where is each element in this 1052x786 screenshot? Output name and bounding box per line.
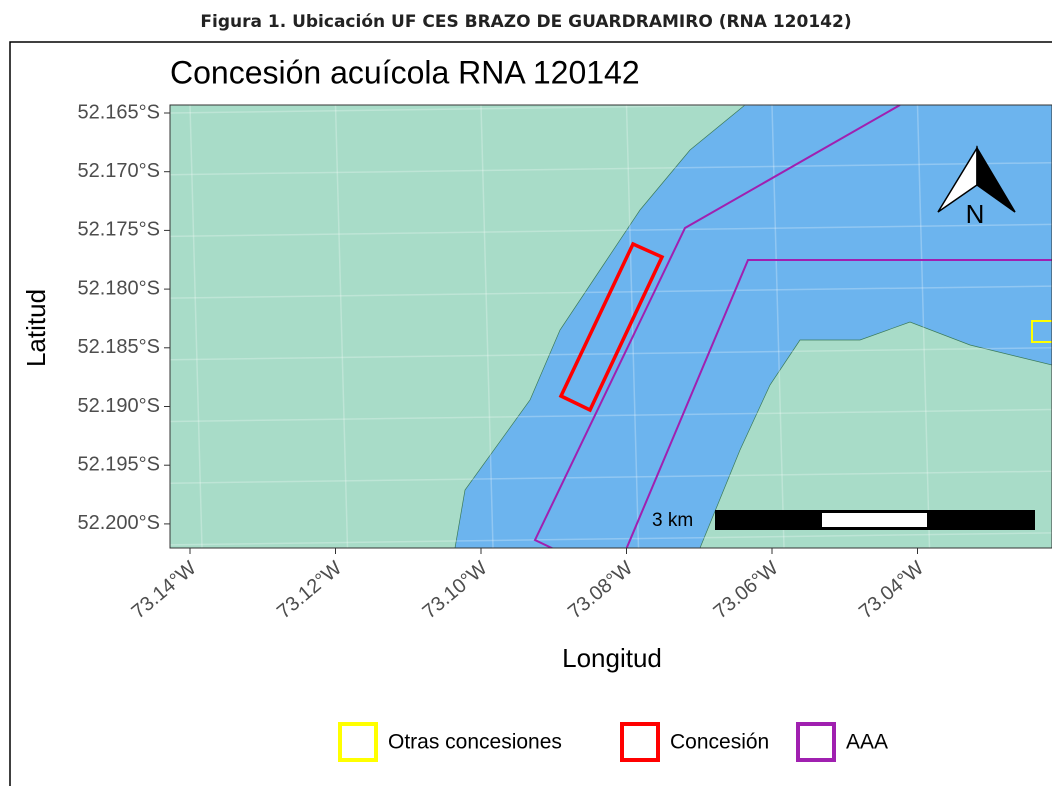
x-tick-label: 73.12°W: [273, 557, 346, 623]
y-tick-label: 52.185°S: [77, 336, 160, 358]
y-tick-label: 52.165°S: [77, 101, 160, 123]
panel-border: [169, 104, 1052, 549]
legend-label: AAA: [846, 731, 888, 754]
aaa-boundary: [533, 105, 901, 548]
y-tick-label: 52.200°S: [77, 512, 160, 534]
grid-line: [170, 532, 1052, 546]
y-tick-label: 52.175°S: [77, 219, 160, 241]
map-panel: 3 km N: [169, 104, 1052, 549]
scale-bar-segment: [822, 513, 927, 527]
frame: [9, 41, 1052, 786]
x-tick-label: 73.14°W: [128, 557, 201, 623]
grid-line: [334, 105, 349, 548]
caption: Figura 1. Ubicación UF CES BRAZO DE GUAR…: [200, 12, 851, 32]
x-tick-label: 73.06°W: [710, 557, 783, 623]
grid-line: [189, 105, 203, 548]
other-concession: [1031, 320, 1052, 343]
x-tick-label: 73.04°W: [855, 557, 928, 623]
grid-line: [625, 105, 640, 548]
grid-line: [771, 105, 785, 548]
grid-line: [480, 105, 494, 548]
concession: [558, 241, 665, 413]
legend-key: [796, 722, 836, 762]
water: [454, 105, 1052, 548]
legend-key: [620, 722, 660, 762]
grid-line: [170, 223, 1052, 238]
map-title: Concesión acuícola RNA 120142: [170, 54, 640, 90]
y-axis-label: Latitud: [21, 289, 51, 367]
aaa-boundary: [625, 259, 1052, 548]
scale-label: 3 km: [652, 510, 693, 531]
y-tick-label: 52.180°S: [77, 277, 160, 299]
grid-line: [916, 105, 931, 548]
north-arrow: [976, 145, 1016, 213]
grid-line: [170, 105, 814, 114]
grid-line: [170, 161, 1052, 176]
legend-label: Concesión: [670, 731, 769, 754]
x-tick-label: 73.08°W: [564, 557, 637, 623]
grid-line: [170, 470, 1052, 484]
north-label: N: [966, 199, 985, 229]
y-tick-label: 52.170°S: [77, 160, 160, 182]
x-axis-label: Longitud: [562, 643, 662, 673]
y-tick-label: 52.195°S: [77, 453, 160, 475]
legend-key: [338, 722, 378, 762]
legend-label: Otras concesiones: [388, 731, 562, 754]
grid-line: [170, 347, 1052, 361]
y-tick-label: 52.190°S: [77, 395, 160, 417]
grid-line: [170, 408, 1052, 423]
x-tick-label: 73.10°W: [419, 557, 492, 623]
